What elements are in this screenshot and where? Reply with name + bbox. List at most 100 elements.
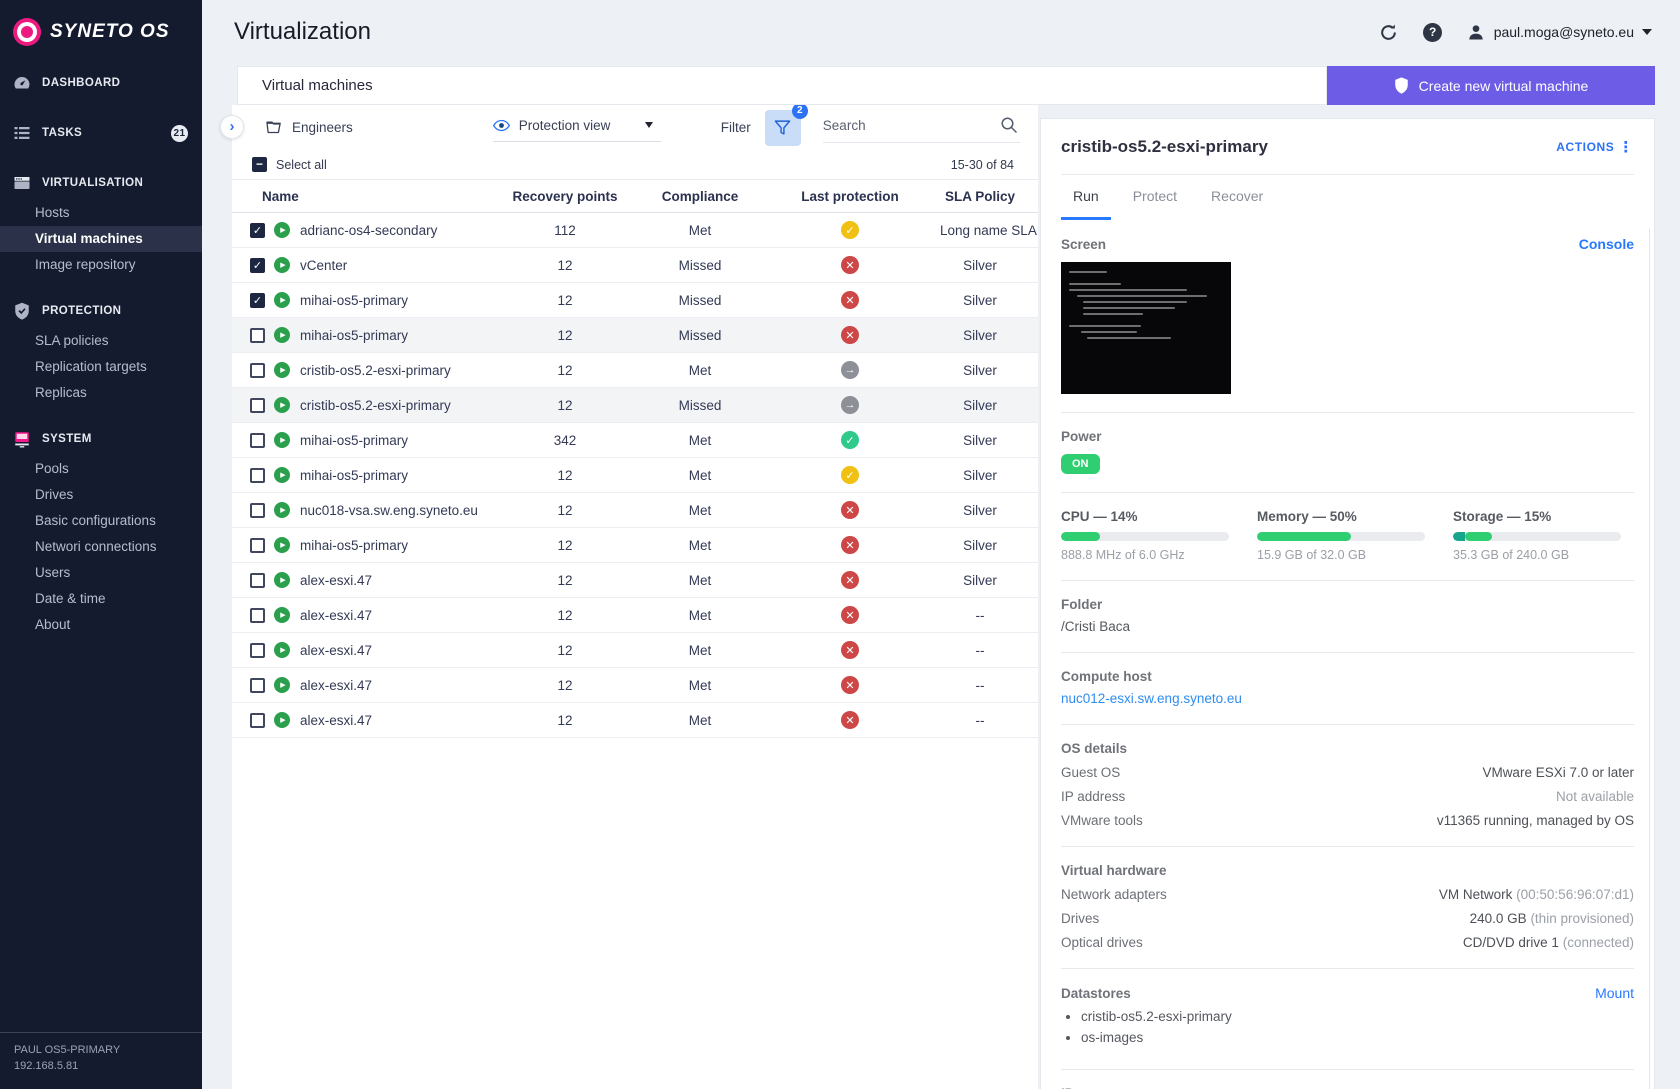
vmware-tools-row: VMware tools v11365 running, managed by … [1061, 813, 1634, 828]
row-checkbox[interactable] [250, 712, 265, 728]
play-icon[interactable]: ▶ [274, 467, 290, 483]
table-row[interactable]: ▶ mihai-os5-primary 12 Met ✕ Silver [232, 528, 1038, 563]
sidebar-item-drives[interactable]: Drives [35, 487, 74, 502]
resource-meter: Storage — 15% 35.3 GB of 240.0 GB [1453, 509, 1621, 562]
tab-recover[interactable]: Recover [1211, 188, 1264, 204]
sidebar-item-replicas[interactable]: Replicas [35, 385, 87, 400]
sidebar-section-protection[interactable]: PROTECTION [0, 294, 202, 328]
recovery-points: 12 [557, 642, 573, 658]
table-row[interactable]: ▶ cristib-os5.2-esxi-primary 12 Missed →… [232, 388, 1038, 423]
vm-screen-thumbnail[interactable] [1061, 262, 1231, 394]
row-checkbox[interactable] [250, 292, 265, 308]
user-menu[interactable]: paul.moga@syneto.eu [1466, 22, 1652, 42]
sidebar-section-virtualisation[interactable]: VIRTUALISATION [0, 166, 202, 200]
meter-bar [1061, 532, 1229, 541]
table-row[interactable]: ▶ mihai-os5-primary 12 Missed ✕ Silver [232, 283, 1038, 318]
col-header-compliance[interactable]: Compliance [661, 188, 739, 204]
row-checkbox[interactable] [250, 502, 265, 518]
play-icon[interactable]: ▶ [274, 222, 290, 238]
sidebar-section-system[interactable]: SYSTEM [0, 422, 202, 456]
play-icon[interactable]: ▶ [274, 642, 290, 658]
row-checkbox[interactable] [250, 467, 265, 483]
table-row[interactable]: ▶ vCenter 12 Missed ✕ Silver [232, 248, 1038, 283]
row-checkbox[interactable] [250, 432, 265, 448]
play-icon[interactable]: ▶ [274, 257, 290, 273]
sidebar-item-hosts[interactable]: Hosts [35, 205, 70, 220]
row-checkbox[interactable] [250, 397, 265, 413]
sidebar-item-pools[interactable]: Pools [35, 461, 69, 476]
compute-host-link[interactable]: nuc012-esxi.sw.eng.syneto.eu [1061, 691, 1242, 706]
row-checkbox[interactable] [250, 572, 265, 588]
table-row[interactable]: ▶ alex-esxi.47 12 Met ✕ -- [232, 633, 1038, 668]
table-row[interactable]: ▶ adrianc-os4-secondary 112 Met ✓ Long n… [232, 213, 1038, 248]
last-protection-badge: ✕ [841, 501, 859, 519]
row-checkbox[interactable] [250, 327, 265, 343]
mount-link[interactable]: Mount [1595, 985, 1634, 1001]
last-protection-badge: ✕ [841, 536, 859, 554]
actions-button[interactable]: ACTIONS ⋮ [1556, 138, 1634, 156]
col-header-name[interactable]: Name [262, 188, 299, 204]
tab-run[interactable]: Run [1061, 175, 1111, 220]
play-icon[interactable]: ▶ [274, 537, 290, 553]
meter-label: CPU — 14% [1061, 509, 1138, 524]
filter-button[interactable]: 2 [764, 105, 808, 146]
play-icon[interactable]: ▶ [274, 362, 290, 378]
play-icon[interactable]: ▶ [274, 502, 290, 518]
breadcrumb-engineers[interactable]: Engineers [266, 120, 353, 135]
table-row[interactable]: ▶ mihai-os5-primary 342 Met ✓ Silver [232, 423, 1038, 458]
meter-bar [1453, 532, 1621, 541]
row-checkbox[interactable] [250, 607, 265, 623]
sidebar-item-date-time[interactable]: Date & time [35, 591, 106, 606]
sidebar-section-tasks[interactable]: TASKS 21 [0, 116, 202, 150]
view-mode-select[interactable]: Protection view [492, 114, 661, 142]
folder-label: Folder [1061, 597, 1103, 612]
table-row[interactable]: ▶ nuc018-vsa.sw.eng.syneto.eu 12 Met ✕ S… [232, 493, 1038, 528]
play-icon[interactable]: ▶ [274, 677, 290, 693]
select-all-checkbox[interactable] [252, 157, 267, 172]
help-icon[interactable]: ? [1422, 21, 1444, 43]
play-icon[interactable]: ▶ [274, 327, 290, 343]
sidebar-section-dashboard[interactable]: DASHBOARD [0, 66, 202, 100]
row-checkbox[interactable] [250, 362, 265, 378]
sidebar-item-basic-configurations[interactable]: Basic configurations [35, 513, 156, 528]
play-icon[interactable]: ▶ [274, 712, 290, 728]
table-row[interactable]: ▶ mihai-os5-primary 12 Met ✓ Silver [232, 458, 1038, 493]
sidebar-item-sla-policies[interactable]: SLA policies [35, 333, 109, 348]
table-row[interactable]: ▶ cristib-os5.2-esxi-primary 12 Met → Si… [232, 353, 1038, 388]
row-checkbox[interactable] [250, 257, 265, 273]
table-row[interactable]: ▶ alex-esxi.47 12 Met ✕ -- [232, 598, 1038, 633]
create-vm-button[interactable]: Create new virtual machine [1327, 66, 1655, 105]
col-header-last-protection[interactable]: Last protection [801, 188, 899, 204]
sidebar-item-users[interactable]: Users [35, 565, 71, 580]
tab-protect[interactable]: Protect [1132, 188, 1178, 204]
sidebar-item-about[interactable]: About [35, 617, 71, 632]
row-checkbox[interactable] [250, 537, 265, 553]
row-checkbox[interactable] [250, 642, 265, 658]
compliance: Met [688, 642, 712, 658]
col-header-sla[interactable]: SLA Policy [944, 188, 1016, 204]
meter-subtext: 35.3 GB of 240.0 GB [1453, 548, 1570, 562]
play-icon[interactable]: ▶ [274, 397, 290, 413]
table-row[interactable]: ▶ alex-esxi.47 12 Met ✕ -- [232, 668, 1038, 703]
row-checkbox[interactable] [250, 222, 265, 238]
collapse-panel-button[interactable]: › [220, 115, 244, 139]
refresh-icon[interactable] [1378, 21, 1400, 43]
play-icon[interactable]: ▶ [274, 292, 290, 308]
sidebar-item-virtual-machines[interactable]: Virtual machines [0, 226, 202, 252]
play-icon[interactable]: ▶ [274, 432, 290, 448]
table-row[interactable]: ▶ alex-esxi.47 12 Met ✕ Silver [232, 563, 1038, 598]
console-link[interactable]: Console [1578, 236, 1634, 252]
play-icon[interactable]: ▶ [274, 607, 290, 623]
search-icon [1001, 117, 1017, 134]
sidebar-item-image-repository[interactable]: Image repository [35, 257, 136, 272]
vm-name: mihai-os5-primary [300, 537, 409, 553]
sidebar-item-networi-connections[interactable]: Networi connections [35, 539, 157, 554]
table-row[interactable]: ▶ mihai-os5-primary 12 Missed ✕ Silver [232, 318, 1038, 353]
table-row[interactable]: ▶ alex-esxi.47 12 Met ✕ -- [232, 703, 1038, 738]
recovery-points: 12 [557, 257, 573, 273]
row-checkbox[interactable] [250, 677, 265, 693]
col-header-recovery[interactable]: Recovery points [512, 188, 618, 204]
play-icon[interactable]: ▶ [274, 572, 290, 588]
search-input[interactable] [822, 117, 1000, 133]
sidebar-item-replication-targets[interactable]: Replication targets [35, 359, 147, 374]
